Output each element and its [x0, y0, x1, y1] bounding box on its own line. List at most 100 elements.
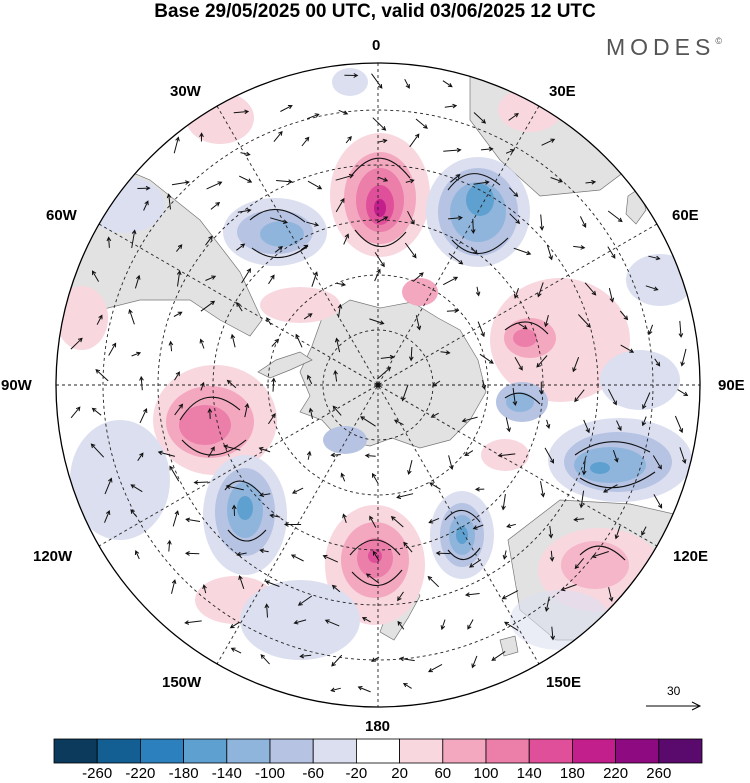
wind-vector — [648, 255, 661, 261]
wind-vector — [402, 682, 412, 689]
wind-vector — [226, 379, 237, 389]
wind-vector — [619, 310, 629, 321]
wind-vector — [607, 388, 617, 406]
wind-vector — [361, 617, 371, 623]
wind-vector — [104, 477, 113, 495]
colorbar-swatch — [96, 738, 141, 764]
wind-vector — [429, 482, 441, 490]
wind-vector — [290, 554, 304, 562]
wind-vector — [264, 580, 280, 587]
wind-vector — [446, 308, 460, 314]
positive-anomalies — [56, 88, 662, 625]
wind-vector — [306, 450, 312, 460]
wind-vector — [405, 178, 415, 184]
wind-vector — [450, 174, 461, 183]
wind-vector — [536, 355, 548, 368]
colorbar-swatch — [615, 738, 660, 764]
wind-vector — [509, 213, 521, 225]
wind-vectors — [70, 73, 689, 693]
wind-vector — [581, 458, 587, 476]
wind-vector — [169, 465, 180, 482]
brand-name: MODES — [606, 34, 716, 60]
wind-vector — [269, 513, 281, 519]
wind-vector — [369, 318, 385, 325]
colorbar — [53, 738, 703, 764]
colorbar-tick-label: -20 — [345, 765, 368, 782]
wind-vector — [273, 130, 283, 143]
wind-vector — [200, 300, 216, 312]
wind-vector — [174, 371, 180, 381]
wind-vector — [473, 180, 490, 185]
wind-vector — [442, 276, 459, 286]
wind-vector — [440, 350, 451, 355]
wind-vector — [469, 559, 482, 568]
wind-vector — [96, 314, 103, 325]
wind-vector — [331, 654, 343, 667]
wind-vector — [207, 407, 213, 419]
wind-vector — [461, 416, 478, 423]
wind-vector — [259, 492, 271, 498]
wind-vector — [678, 320, 684, 338]
wind-vector — [280, 105, 293, 112]
wind-vector — [537, 282, 544, 298]
wind-vector — [545, 419, 551, 430]
wind-vector — [168, 340, 174, 352]
wind-vector — [259, 548, 269, 554]
wind-vector — [225, 484, 244, 491]
wind-vector — [264, 603, 270, 618]
wind-vector — [267, 413, 276, 425]
wind-vector — [307, 180, 323, 190]
wind-vector — [409, 133, 420, 148]
wind-vector — [335, 173, 354, 181]
colorbar-swatch — [485, 738, 530, 764]
wind-vector — [365, 573, 380, 584]
wind-vector — [311, 271, 318, 287]
wind-vector — [130, 484, 143, 493]
wind-vector — [408, 346, 414, 362]
colorbar-tick-label: -260 — [82, 765, 113, 782]
wind-vector — [641, 526, 647, 536]
wind-vector — [497, 452, 516, 458]
lon-label-0: 0 — [372, 37, 381, 54]
wind-vector — [549, 550, 555, 562]
wind-vector — [104, 510, 111, 523]
wind-vector — [274, 246, 284, 253]
wind-vector — [205, 235, 213, 246]
wind-vector — [448, 215, 463, 221]
wind-vector — [583, 419, 590, 434]
wind-vector — [330, 687, 341, 693]
wind-vector — [574, 389, 585, 403]
wind-vector — [648, 324, 654, 336]
wind-vector — [607, 210, 623, 223]
wind-vector — [95, 368, 109, 382]
wind-vector — [579, 216, 587, 228]
wind-vector — [653, 494, 663, 509]
wind-vector — [608, 587, 614, 602]
wind-vector — [443, 147, 462, 153]
wind-vector — [173, 311, 183, 317]
wind-vector — [614, 525, 621, 540]
wind-vector — [184, 551, 200, 556]
colorbar-swatch — [312, 738, 357, 764]
colorbar-tick-label: 140 — [516, 765, 542, 782]
reference-vector-label: 30 — [667, 684, 681, 698]
wind-vector — [208, 446, 215, 458]
wind-vector — [550, 626, 556, 641]
wind-vector — [206, 181, 223, 190]
wind-vector — [334, 337, 341, 353]
wind-vector — [501, 590, 519, 600]
colorbar-swatch — [399, 738, 444, 764]
wind-vector — [230, 333, 236, 348]
wind-vector — [474, 486, 485, 492]
wind-vector — [584, 282, 597, 296]
wind-vector — [502, 550, 508, 560]
wind-vector — [293, 619, 307, 625]
wind-vector — [427, 575, 440, 588]
wind-vector — [371, 472, 379, 485]
wind-vector — [295, 333, 303, 348]
wind-vector — [184, 620, 202, 625]
wind-vector — [467, 619, 474, 630]
colorbar-swatch — [269, 738, 314, 764]
wind-vector — [473, 112, 487, 124]
wind-vector — [514, 356, 523, 371]
